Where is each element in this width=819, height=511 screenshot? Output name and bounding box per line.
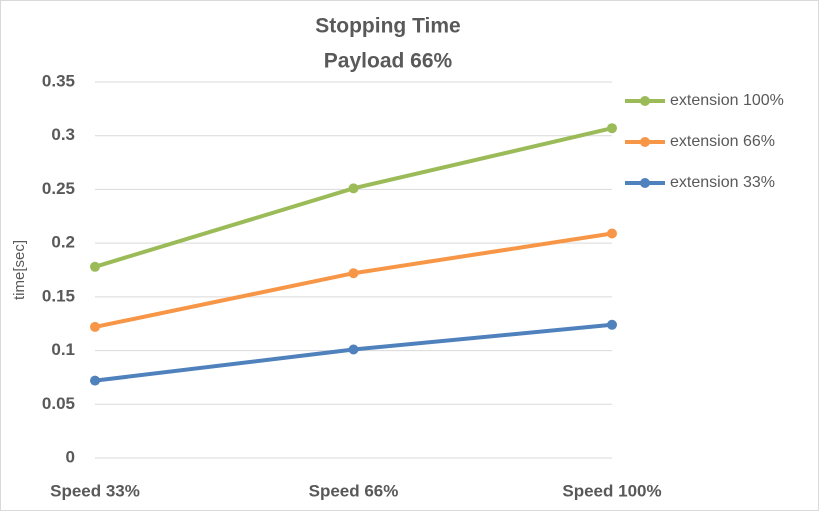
chart-title: Stopping Time — [315, 15, 460, 38]
legend-marker — [640, 96, 650, 106]
data-point — [348, 268, 359, 279]
data-point — [607, 123, 617, 134]
y-tick-label: 0.3 — [51, 125, 75, 144]
data-point — [348, 344, 359, 355]
legend-marker — [640, 137, 650, 147]
y-tick-label: 0.05 — [42, 394, 75, 413]
data-point — [607, 228, 617, 239]
x-tick-label: Speed 100% — [562, 481, 661, 500]
y-axis-title: time[sec] — [11, 240, 28, 300]
data-point — [90, 261, 100, 272]
legend-marker — [640, 178, 650, 188]
data-point — [90, 321, 100, 332]
y-tick-label: 0.15 — [42, 286, 75, 305]
legend-label: extension 66% — [670, 133, 775, 150]
y-tick-label: 0.2 — [51, 233, 75, 252]
y-tick-label: 0.1 — [51, 340, 75, 359]
y-tick-label: 0.25 — [42, 179, 75, 198]
legend-label: extension 33% — [670, 174, 775, 191]
y-tick-label: 0 — [66, 447, 75, 466]
x-tick-label: Speed 33% — [50, 481, 140, 500]
legend-label: extension 100% — [670, 92, 784, 109]
y-tick-label: 0.35 — [42, 71, 75, 90]
data-point — [348, 183, 359, 194]
x-tick-label: Speed 66% — [309, 481, 399, 500]
data-point — [607, 319, 617, 330]
data-point — [90, 375, 100, 386]
chart-subtitle: Payload 66% — [324, 50, 453, 73]
